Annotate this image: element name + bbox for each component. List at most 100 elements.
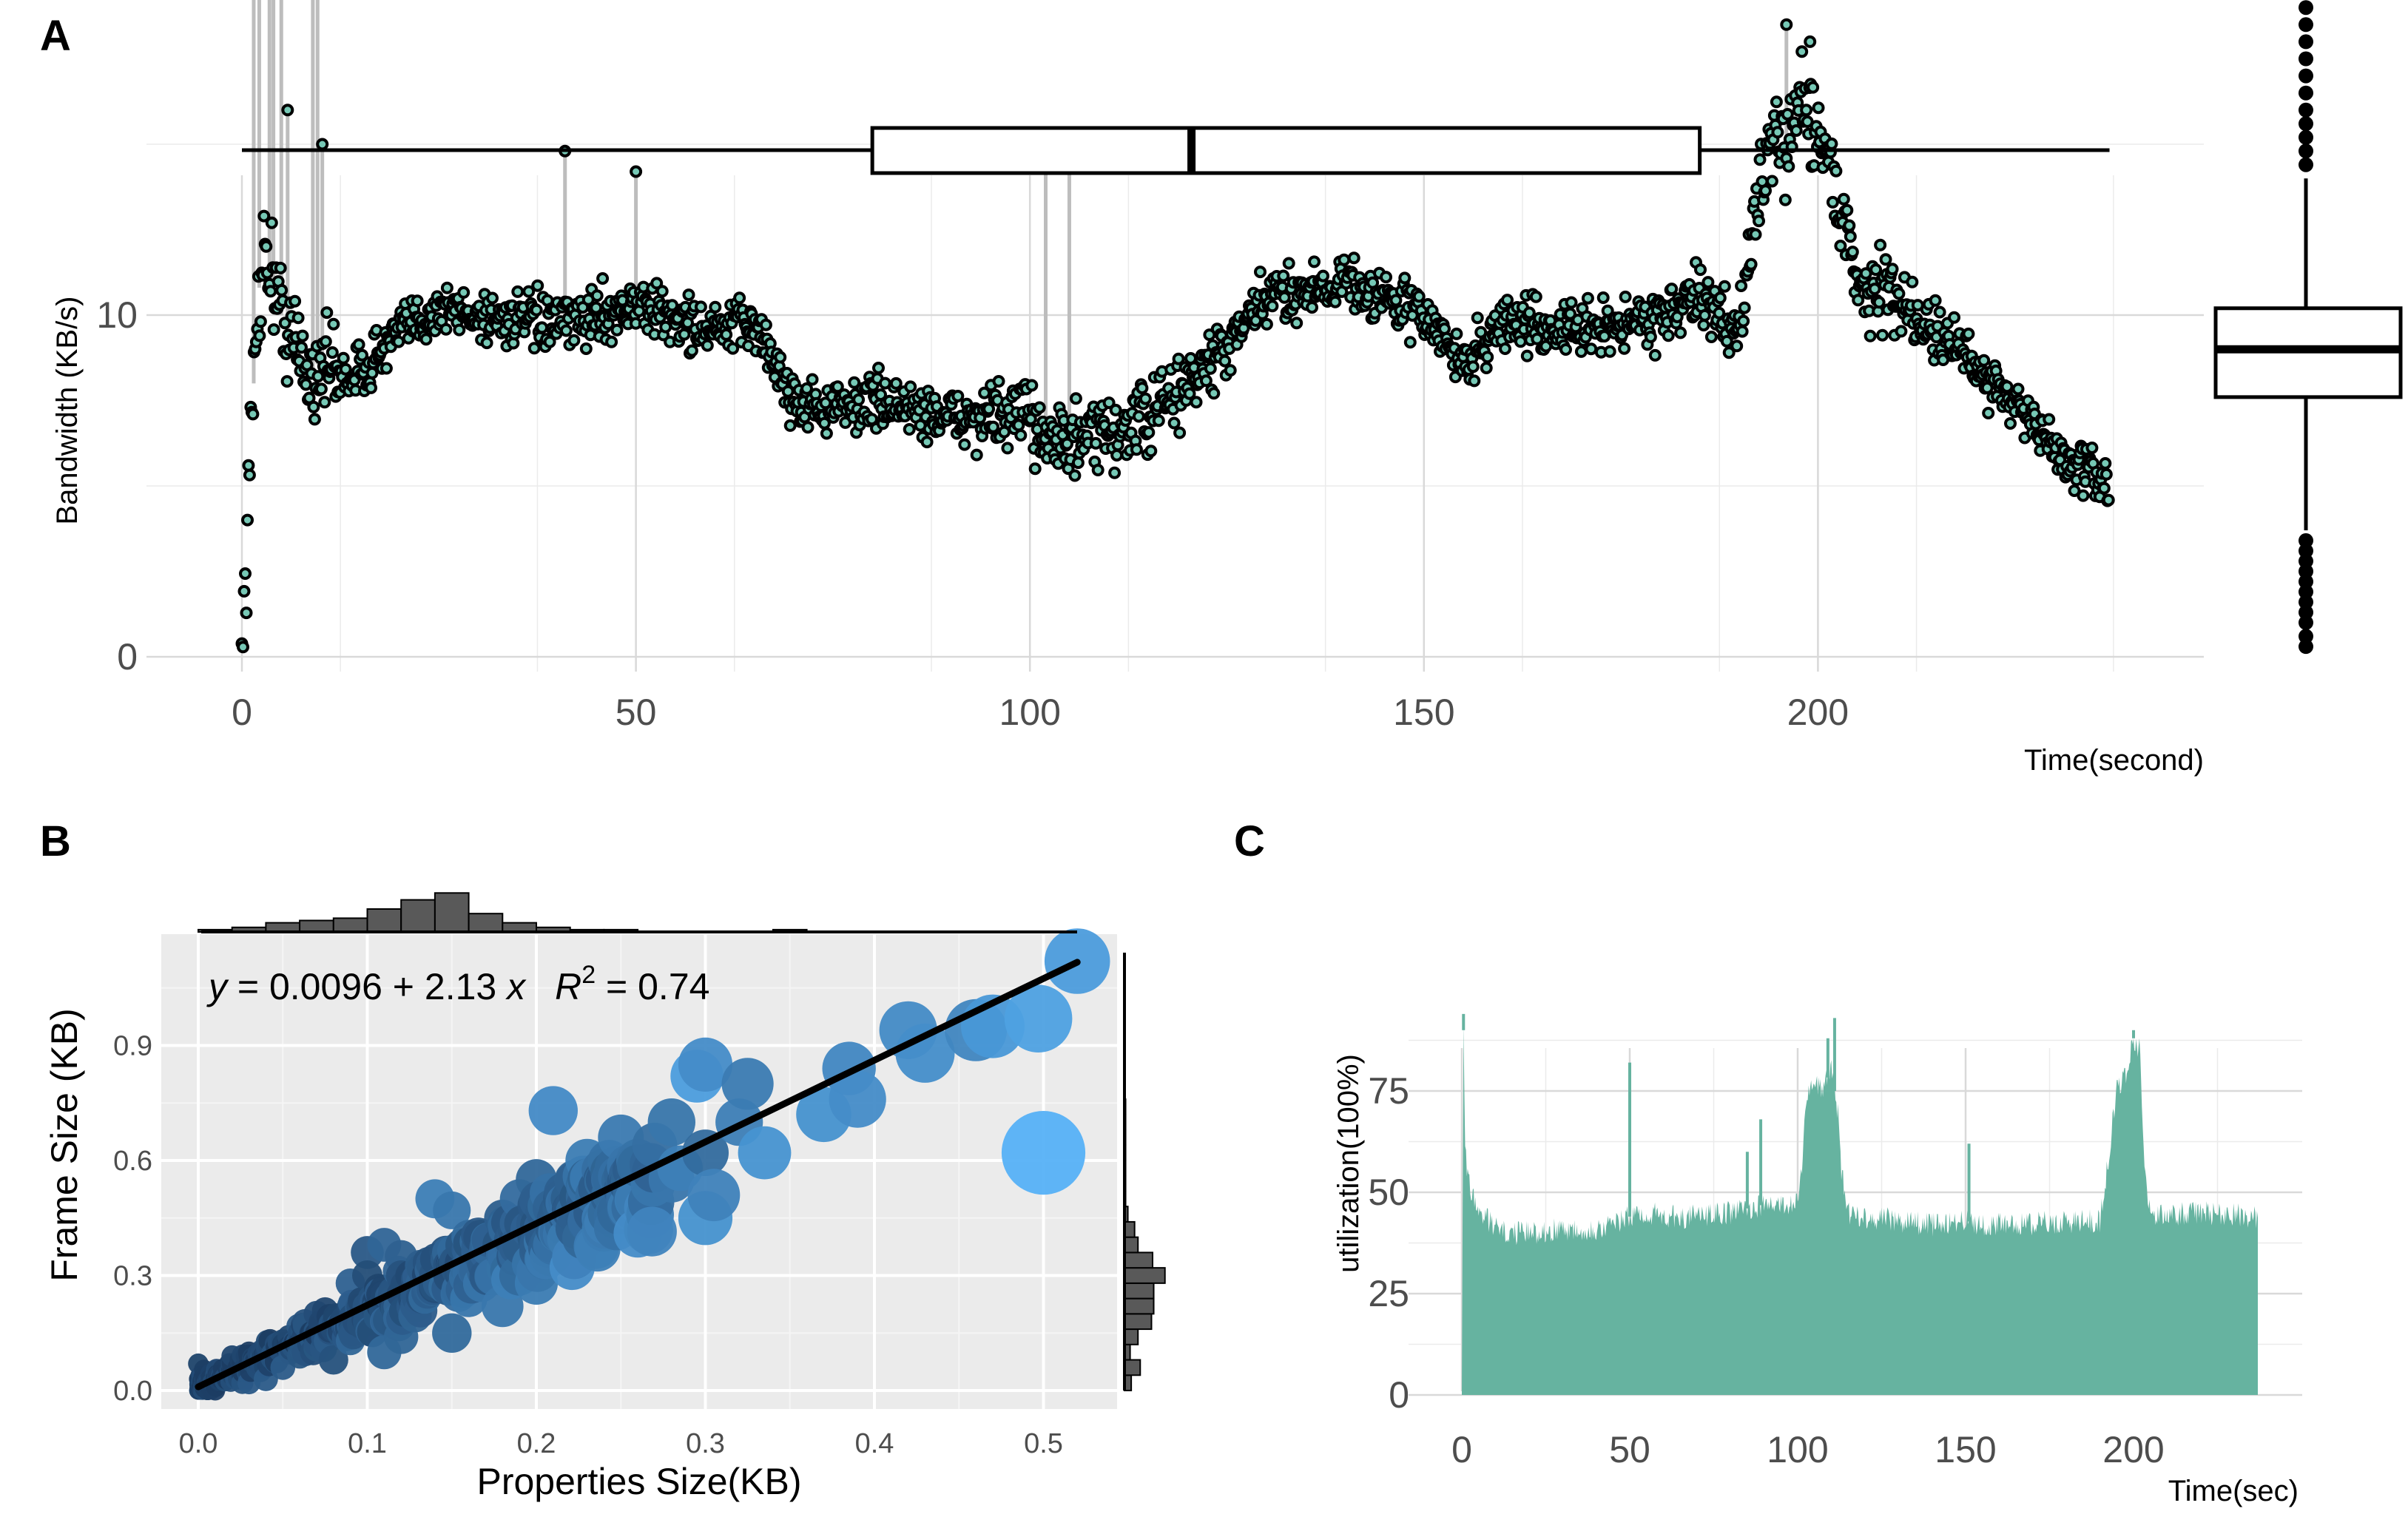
scatter-point (433, 1191, 471, 1229)
bandwidth-point (365, 366, 379, 379)
bandwidth-point (1704, 331, 1718, 343)
bandwidth-point (920, 436, 934, 449)
panel-b-regression-chart: 0.0 0.1 0.2 0.3 0.4 0.5 0.0 0.3 0.6 0.9 y = 0.00… (44, 892, 1166, 1502)
bandwidth-point (1466, 360, 1480, 374)
bandwidth-point (1722, 346, 1736, 359)
hist-y-bar (1124, 1267, 1166, 1284)
bandwidth-point (1826, 195, 1839, 209)
panel-a-stems (252, 0, 1789, 445)
bandwidth-point (1581, 291, 1594, 305)
bandwidth-point (1481, 351, 1494, 364)
bandwidth-point (1846, 246, 1859, 259)
bandwidth-point (1879, 253, 1892, 266)
bandwidth-point (1277, 269, 1290, 283)
bandwidth-point (1012, 419, 1025, 432)
right-box-outlier (2299, 629, 2313, 644)
y-tick-label: 0.0 (113, 1376, 152, 1407)
hist-y-bar (1124, 1236, 1139, 1254)
panel-a-tag: A (40, 12, 71, 60)
eq-x: x (505, 966, 527, 1007)
x-tick-label: 200 (2102, 1429, 2164, 1470)
scatter-point (682, 1129, 729, 1177)
x-tick-label: 0.2 (517, 1428, 556, 1459)
panel-b-tag: B (40, 817, 71, 865)
bandwidth-point (726, 342, 740, 355)
bandwidth-point (237, 584, 251, 598)
bandwidth-point (1864, 329, 1877, 342)
bandwidth-point (2000, 380, 2014, 393)
bandwidth-point (296, 329, 309, 342)
bandwidth-point (1068, 469, 1082, 482)
bandwidth-point (1471, 311, 1484, 325)
bandwidth-point (720, 328, 733, 341)
bandwidth-point (1290, 317, 1304, 330)
panel-b-x-ticks: 0.0 0.1 0.2 0.3 0.4 0.5 (179, 1428, 1063, 1459)
hist-x-bar (400, 899, 436, 933)
x-tick-label: 200 (1787, 692, 1849, 733)
panel-c-x-label: Time(sec) (2168, 1475, 2299, 1507)
hist-y-bar (1124, 1313, 1153, 1331)
bandwidth-point (1260, 317, 1273, 331)
bandwidth-point (1868, 283, 1881, 296)
bandwidth-point (440, 281, 453, 294)
scatter-point (895, 1023, 955, 1083)
panel-c-area (1462, 1024, 2258, 1395)
bandwidth-point (1152, 414, 1165, 428)
bandwidth-point (1744, 257, 1758, 271)
bandwidth-point (1207, 387, 1221, 400)
bandwidth-point (1780, 18, 1793, 31)
right-box-outlier (2299, 34, 2313, 50)
bandwidth-point (457, 286, 471, 299)
bandwidth-point (291, 311, 305, 325)
bandwidth-point (289, 294, 302, 308)
bandwidth-point (356, 348, 368, 362)
bandwidth-point (1895, 325, 1908, 338)
hist-y-bar (1124, 1297, 1155, 1315)
bandwidth-point (1869, 263, 1883, 277)
bandwidth-point (1697, 319, 1710, 332)
bandwidth-point (1308, 255, 1321, 268)
panel-b-top-histogram (198, 892, 1077, 933)
bandwidth-point (1172, 352, 1185, 365)
hist-y-bar (1124, 1220, 1136, 1238)
bandwidth-point (392, 335, 405, 348)
hist-x-bar (299, 919, 334, 933)
bandwidth-point (1713, 306, 1726, 320)
bandwidth-point (339, 362, 352, 376)
bandwidth-point (1585, 342, 1598, 356)
bandwidth-point (709, 300, 722, 314)
bandwidth-point (1529, 290, 1542, 303)
right-box-outlier (2299, 615, 2313, 630)
bandwidth-point (1698, 308, 1711, 322)
scatter-point (721, 1058, 774, 1110)
bandwidth-point (314, 382, 328, 396)
bandwidth-point (1730, 339, 1744, 353)
bandwidth-point (831, 380, 844, 393)
bandwidth-point (579, 342, 593, 355)
bandwidth-point (1142, 426, 1156, 439)
bandwidth-point (1781, 108, 1794, 121)
bandwidth-point (1329, 295, 1342, 308)
bandwidth-point (326, 346, 339, 359)
bandwidth-point (264, 285, 277, 298)
bandwidth-point (659, 320, 672, 334)
bandwidth-point (260, 240, 273, 253)
panel-c-tag: C (1234, 817, 1265, 865)
bandwidth-point (246, 408, 260, 421)
panel-b-right-histogram (1123, 953, 1166, 1392)
scatter-point (687, 1169, 741, 1222)
bandwidth-point (267, 323, 280, 337)
bandwidth-point (1531, 332, 1544, 345)
bandwidth-point (1130, 443, 1143, 456)
bandwidth-point (1619, 290, 1632, 303)
x-tick-label: 0 (232, 692, 252, 733)
bandwidth-point (1033, 401, 1046, 414)
bandwidth-point (970, 448, 983, 462)
bandwidth-point (1674, 326, 1687, 339)
hist-y-bar (1124, 1282, 1155, 1300)
scatter-point (318, 1345, 348, 1375)
bandwidth-point (783, 419, 797, 432)
bandwidth-point (596, 272, 610, 285)
